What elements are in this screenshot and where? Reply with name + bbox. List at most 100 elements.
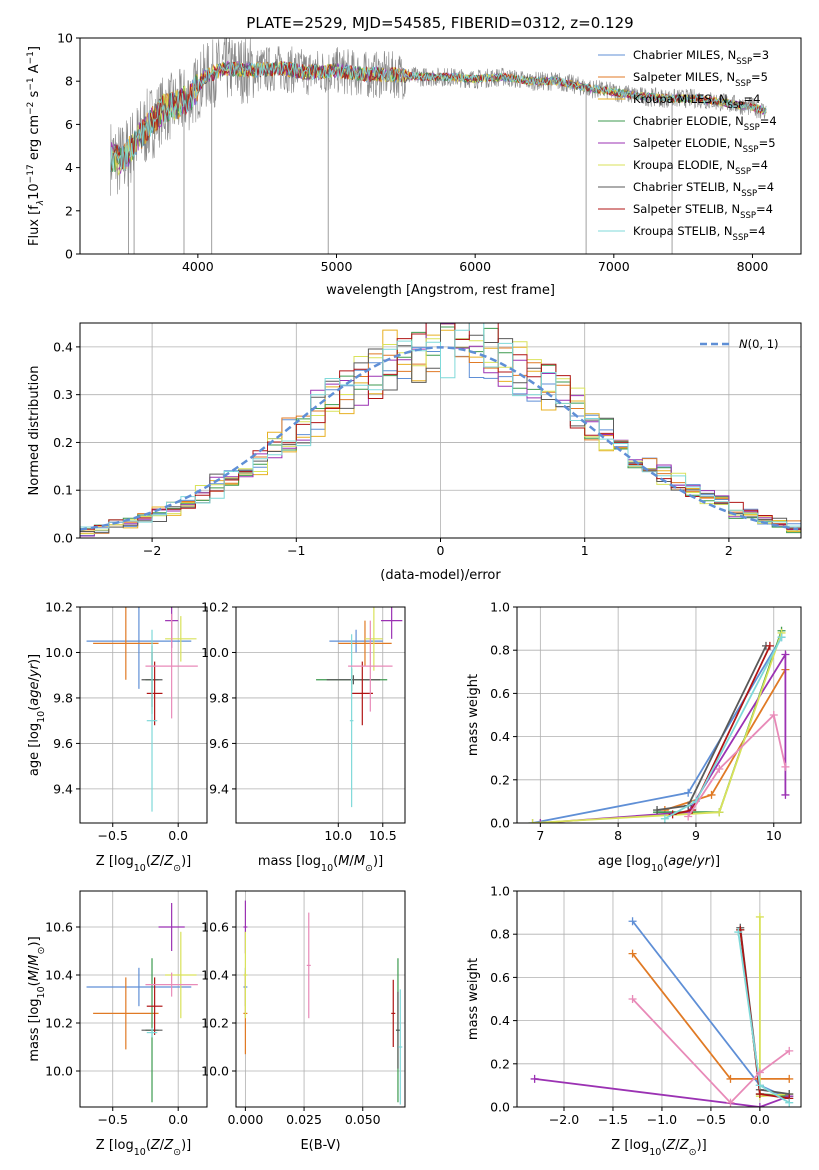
plus-marker [726,1074,735,1083]
histogram-8 [80,323,801,529]
plus-marker [777,633,786,642]
plus-marker [781,790,790,799]
panel-age_vs_mass: 10.0 10.5 9.4 9.6 9.8 10.0 10.2 mass [log10(M/M… [201,600,406,874]
error-bar-point [338,620,392,667]
model-line-7 [110,61,767,173]
plot-area [86,607,198,812]
weight-line-3 [534,1078,790,1107]
x-axis-label: wavelength [Angstrom, rest frame] [326,283,555,298]
weight-line-6 [672,645,771,816]
error-bar-point [146,977,163,1035]
legend: Chabrier MILES, NSSP=3 Salpeter MILES, NS… [598,48,777,243]
x-tick-label: −1.5 [598,1112,628,1127]
plus-marker [755,1090,764,1099]
weight-line-8 [631,998,790,1105]
y-tick-label: 9.8 [53,690,73,705]
legend-label: Salpeter ELODIE, NSSP=5 [633,136,776,155]
error-bar-point [364,607,383,671]
y-tick-label: 8 [65,74,73,89]
legend-label: Chabrier ELODIE, NSSP=4 [633,114,777,133]
plus-marker [707,790,716,799]
error-bar-point [351,661,373,726]
error-bar-point [93,607,159,680]
y-tick-label: 10.4 [201,968,229,983]
weight-line-0 [532,636,783,823]
x-tick-label: 0 [437,543,445,558]
legend-label: Kroupa ELODIE, NSSP=4 [633,158,768,177]
y-axis-label: mass weight [466,674,481,756]
error-bar-point [93,977,159,1050]
y-tick-label: 0.3 [53,387,73,402]
x-tick-label: 0.025 [286,1112,322,1127]
x-tick-label: 8000 [737,259,769,274]
panel-age_vs_Z: −0.5 0.0 9.4 9.6 9.8 10.0 10.2 Z [log10(Z/Z⊙)] a… [27,600,208,874]
x-tick-label: −1 [287,543,305,558]
y-tick-label: 10.2 [45,1016,73,1031]
model-line-8 [110,61,767,172]
x-tick-label: −2 [143,543,161,558]
x-tick-label: 6000 [459,259,491,274]
x-tick-label: 7 [536,828,544,843]
plus-marker [755,1081,764,1090]
plus-marker [785,1098,794,1107]
x-tick-label: 1 [581,543,589,558]
error-bar-point [349,634,354,808]
x-tick-label: 8 [614,828,622,843]
y-tick-label: 9.4 [53,781,73,796]
axes-frame [235,890,406,1108]
error-bar-point [145,613,198,719]
x-tick-label: 10.0 [324,828,352,843]
legend-label: Chabrier STELIB, NSSP=4 [633,180,774,199]
model-line-6 [110,60,767,172]
axes-frame [79,37,802,255]
plus-marker [653,806,662,815]
x-tick-label: 5000 [321,259,353,274]
y-tick-label: 10.0 [45,645,73,660]
weight-line-7 [664,636,783,820]
plus-marker [684,812,693,821]
x-tick-label: −0.5 [98,1112,128,1127]
x-tick-label: 4000 [182,259,214,274]
error-bar-point [146,661,163,726]
y-tick-label: 2 [65,203,73,218]
x-tick-label: 0.0 [168,828,188,843]
error-bar-point [165,616,197,662]
weight-line-7 [737,931,790,1104]
plus-marker [536,819,545,823]
weight-line-2 [657,630,783,814]
x-tick-label: −0.5 [696,1112,726,1127]
normal-curve [80,346,799,531]
y-tick-label: 10.2 [201,1016,229,1031]
x-tick-label: 2 [725,543,733,558]
y-tick-label: 10.0 [201,1064,229,1079]
x-axis-label: E(B-V) [300,1138,340,1153]
y-tick-label: 0.6 [490,686,510,701]
error-bar-point [306,912,311,1019]
x-tick-label: −0.5 [98,828,128,843]
plus-marker [755,1103,764,1107]
plus-marker [781,762,790,771]
plus-marker [684,788,693,797]
plus-marker [715,765,724,773]
y-tick-label: 10.0 [201,645,229,660]
x-tick-label: 0.000 [227,1112,263,1127]
plus-marker [530,1074,539,1083]
error-bar-point [146,629,158,812]
y-tick-label: 0.1 [53,483,73,498]
y-tick-label: 10.6 [201,920,229,935]
y-tick-label: 0.4 [490,729,510,744]
y-tick-label: 0.0 [490,1100,510,1115]
y-axis-label: age [log10(age/yr)] [27,654,47,776]
y-tick-label: 0 [65,247,73,262]
y-tick-label: 6 [65,117,73,132]
weight-line-5 [656,645,767,811]
y-tick-label: 1.0 [490,884,510,899]
plus-marker [628,995,637,1003]
panel-spectrum: 4000 5000 6000 7000 8000 0 2 4 6 8 10 Chabrier MILE… [26,31,802,298]
plot-area [80,323,801,537]
plus-marker [628,949,637,958]
y-tick-label: 10 [57,31,73,46]
plus-marker [528,819,537,823]
x-tick-label: 10.5 [369,828,397,843]
y-tick-label: 1.0 [490,600,510,615]
